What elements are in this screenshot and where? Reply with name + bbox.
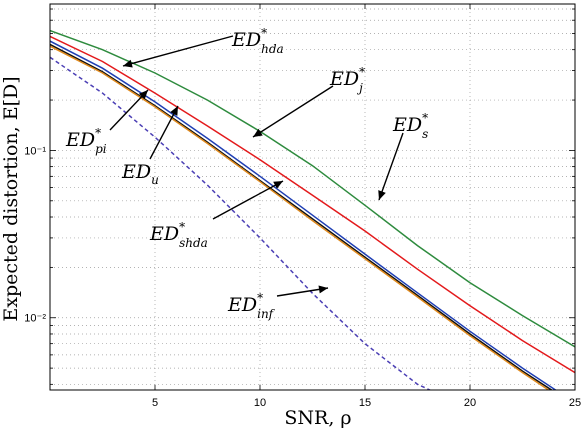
series-line — [50, 29, 575, 348]
annotation-sup: * — [422, 111, 428, 125]
plot-frame — [49, 3, 576, 391]
annotation-label: ED* hda — [231, 26, 284, 56]
annotation-base: ED — [392, 114, 422, 136]
x-tick-label: 10 — [254, 397, 266, 409]
annotation-arrow-head — [138, 90, 148, 100]
annotation-base: ED — [329, 68, 359, 90]
annotation-label: ED* s — [392, 111, 428, 141]
annotation-arrow-shaft — [212, 180, 284, 220]
annotation-sup: * — [257, 291, 263, 305]
annotation-arrow-shaft — [378, 132, 404, 201]
annotation-sub: u — [151, 173, 159, 187]
ticks: 5 10 15 20 25 10⁻² 10⁻¹ — [24, 4, 581, 409]
annotation-arrow-head — [273, 181, 283, 189]
annotation-label: EDu — [121, 161, 159, 187]
annotation-sup: * — [95, 126, 101, 140]
annotation-base: ED — [231, 29, 261, 51]
series-line — [50, 40, 557, 390]
annotation-sub: s — [422, 127, 428, 141]
annotation-arrow-head — [170, 106, 178, 116]
annotation-label: ED* shda — [149, 220, 208, 250]
annotation-sub: pi — [95, 142, 107, 156]
annotation-sup: * — [179, 220, 185, 234]
annotation-sup: * — [261, 26, 267, 40]
series-layer — [50, 29, 575, 390]
annotation-arrow-head — [378, 190, 386, 200]
annotation-arrow-head — [318, 285, 328, 294]
series-line — [50, 35, 575, 374]
x-tick-label: 25 — [569, 397, 581, 409]
series-line — [50, 56, 432, 390]
annotation-base: ED — [227, 294, 257, 316]
annotation-sub: hda — [261, 42, 284, 56]
annotation-label: ED* j — [329, 65, 365, 95]
x-tick-label: 20 — [464, 397, 476, 409]
annotation-sub: inf — [257, 307, 276, 321]
y-tick-label: 10⁻² — [24, 313, 46, 325]
series-line — [50, 45, 550, 390]
annotation-sup: * — [359, 65, 365, 79]
series-line — [50, 43, 553, 390]
x-axis-title: SNR, ρ — [284, 407, 351, 429]
y-axis-title: Expected distortion, E[D] — [0, 76, 22, 321]
annotation-arrow-head — [253, 128, 263, 137]
annotation-arrow-shaft — [109, 89, 149, 131]
annotation-base: ED — [65, 129, 95, 151]
y-tick-label: 10⁻¹ — [24, 145, 46, 157]
annotation-arrow-shaft — [122, 35, 234, 67]
annotation-base: ED — [121, 161, 151, 183]
annotation-base: ED — [149, 223, 179, 245]
annotation-arrow-head — [123, 59, 133, 68]
annotation-arrow-shaft — [149, 105, 179, 160]
annotation-sub: shda — [179, 236, 208, 250]
x-tick-label: 15 — [359, 397, 371, 409]
annotation-arrow-shaft — [252, 85, 334, 138]
annotation-sub: j — [356, 81, 363, 95]
annotation-label: ED* pi — [65, 126, 107, 156]
annotation-label: ED* inf — [227, 291, 276, 321]
x-tick-label: 5 — [152, 397, 158, 409]
